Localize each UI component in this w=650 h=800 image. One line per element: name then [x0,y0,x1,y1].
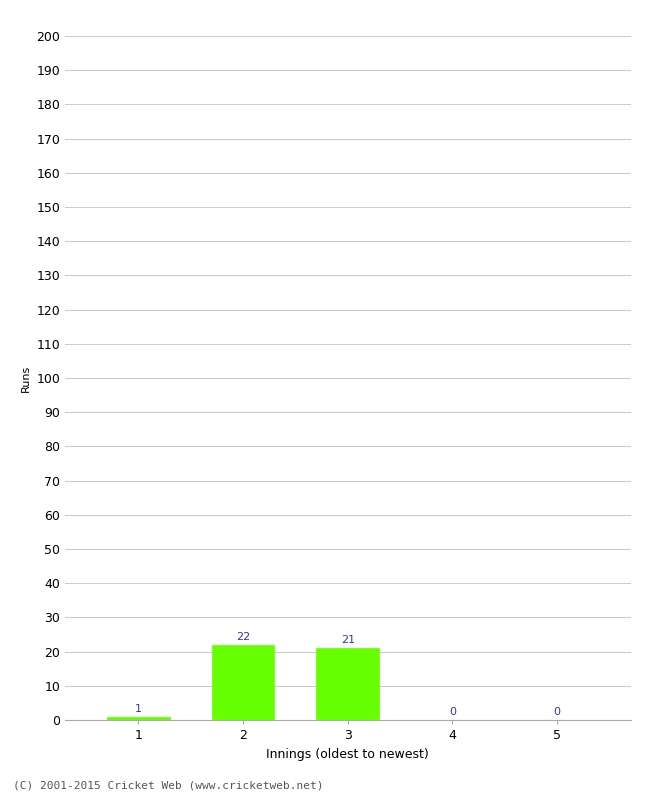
Text: (C) 2001-2015 Cricket Web (www.cricketweb.net): (C) 2001-2015 Cricket Web (www.cricketwe… [13,781,324,790]
Bar [212,645,274,720]
Text: 21: 21 [341,635,355,646]
Text: 0: 0 [449,707,456,718]
X-axis label: Innings (oldest to newest): Innings (oldest to newest) [266,747,429,761]
Bar [317,648,379,720]
Bar [107,717,170,720]
Y-axis label: Runs: Runs [21,364,31,392]
Text: 1: 1 [135,704,142,714]
Text: 0: 0 [554,707,561,718]
Text: 22: 22 [236,632,250,642]
